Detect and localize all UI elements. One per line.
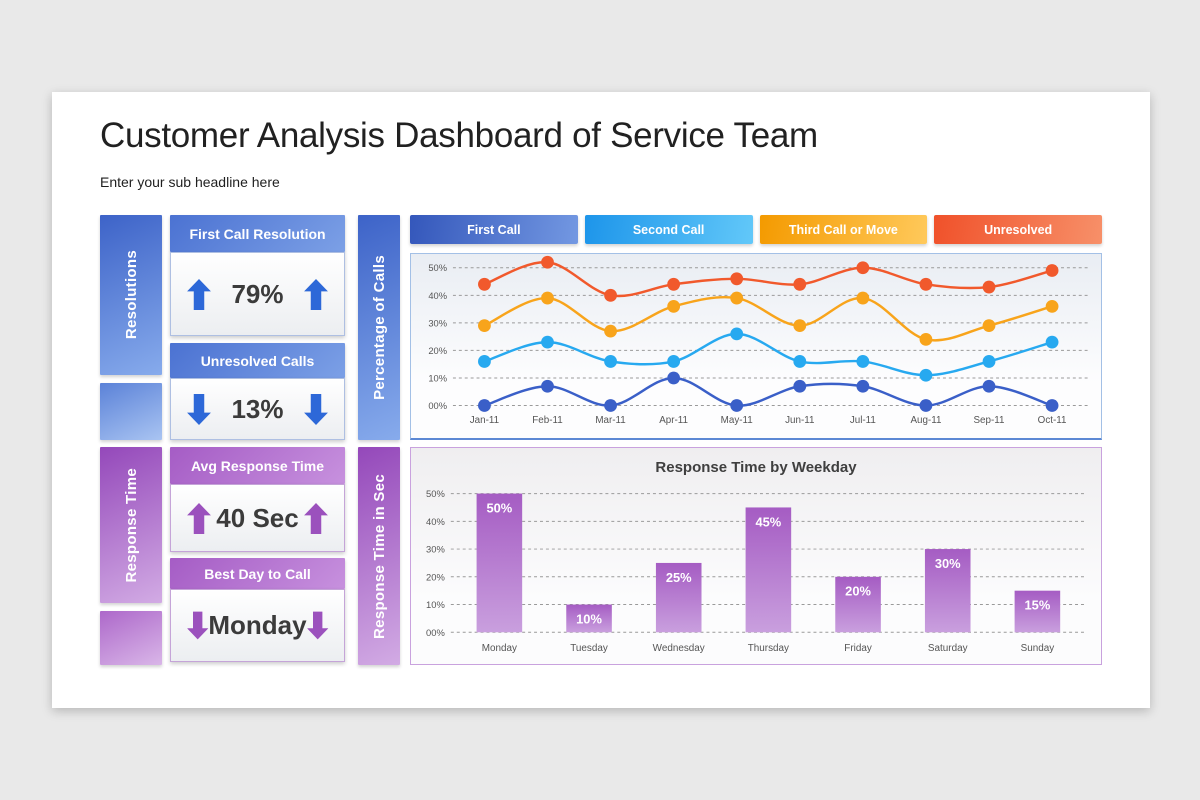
calls-line-chart: 00% 10% 20% 30% 40% 50% Jan-11 Feb-11 Mar-11 Apr-…: [410, 253, 1102, 440]
decorative-square-purple: [100, 611, 162, 665]
svg-text:Monday: Monday: [482, 643, 517, 654]
decorative-square-blue: [100, 383, 162, 440]
kpi-value: 40 Sec: [216, 502, 299, 533]
bar-chart-title: Response Time by Weekday: [655, 459, 857, 476]
legend-button-unresolved[interactable]: Unresolved: [934, 215, 1102, 244]
svg-text:20%: 20%: [426, 571, 445, 582]
bars: 50% 10% 25% 45% 20% 30% 15%: [476, 493, 1061, 633]
svg-text:00%: 00%: [428, 401, 447, 411]
series-first-call: [478, 371, 1059, 412]
page-title: Customer Analysis Dashboard of Service T…: [100, 116, 818, 155]
svg-text:00%: 00%: [426, 627, 445, 638]
svg-text:50%: 50%: [426, 488, 445, 499]
kpi-card-best-day-to-call: Monday: [170, 589, 345, 662]
axis-label-percentage-of-calls: Percentage of Calls: [358, 215, 400, 440]
legend-button-third-call-or-move[interactable]: Third Call or Move: [759, 215, 928, 244]
svg-text:Aug-11: Aug-11: [910, 415, 941, 426]
svg-text:45%: 45%: [755, 514, 781, 529]
trend-arrow-icon: [306, 611, 328, 640]
trend-arrow-icon: [304, 278, 328, 310]
section-label-response-time: Response Time: [100, 447, 162, 603]
series-second-call: [478, 327, 1059, 382]
svg-text:Jul-11: Jul-11: [850, 415, 876, 426]
kpi-header-first-call-resolution: First Call Resolution: [170, 215, 345, 252]
kpi-card-unresolved-calls: 13%: [170, 378, 345, 440]
kpi-header-avg-response-time: Avg Response Time: [170, 447, 345, 484]
svg-text:Thursday: Thursday: [748, 643, 789, 654]
axis-label-response-time-in-sec: Response Time in Sec: [358, 447, 400, 665]
kpi-value: Monday: [208, 610, 307, 640]
svg-text:20%: 20%: [428, 346, 447, 356]
svg-text:30%: 30%: [426, 544, 445, 555]
svg-text:Apr-11: Apr-11: [659, 415, 688, 426]
svg-text:25%: 25%: [666, 570, 692, 585]
svg-text:15%: 15%: [1025, 598, 1051, 613]
svg-text:Sunday: Sunday: [1021, 643, 1055, 654]
svg-text:50%: 50%: [428, 263, 447, 273]
svg-text:Jan-11: Jan-11: [470, 415, 499, 426]
line-chart-legend: First Call Second Call Third Call or Move U…: [410, 215, 1102, 244]
trend-arrow-icon: [187, 393, 211, 425]
svg-text:30%: 30%: [935, 556, 961, 571]
kpi-card-avg-response-time: 40 Sec: [170, 484, 345, 552]
series-unresolved: [478, 255, 1059, 302]
svg-text:40%: 40%: [426, 516, 445, 527]
kpi-header-best-day-to-call: Best Day to Call: [170, 558, 345, 589]
kpi-value: 13%: [231, 393, 284, 424]
svg-text:Oct-11: Oct-11: [1038, 415, 1067, 426]
svg-text:10%: 10%: [576, 611, 602, 626]
trend-arrow-icon: [304, 393, 328, 425]
section-label-resolutions: Resolutions: [100, 215, 162, 375]
legend-button-second-call[interactable]: Second Call: [584, 215, 753, 244]
trend-arrow-icon: [187, 502, 211, 534]
trend-arrow-icon: [187, 278, 211, 310]
svg-text:Sep-11: Sep-11: [974, 415, 1005, 426]
trend-arrow-icon: [304, 502, 328, 534]
page-subtitle: Enter your sub headline here: [100, 174, 280, 190]
svg-text:10%: 10%: [428, 373, 447, 383]
dashboard-slide: Customer Analysis Dashboard of Service T…: [52, 92, 1150, 708]
svg-text:Tuesday: Tuesday: [570, 643, 608, 654]
kpi-value: 79%: [231, 278, 284, 309]
svg-text:20%: 20%: [845, 584, 871, 599]
svg-text:Mar-11: Mar-11: [595, 415, 625, 426]
series-third-call-or-move: [478, 291, 1059, 346]
svg-text:30%: 30%: [428, 318, 447, 328]
svg-text:Feb-11: Feb-11: [532, 415, 562, 426]
kpi-card-first-call-resolution: 79%: [170, 252, 345, 336]
trend-arrow-icon: [187, 611, 209, 640]
svg-text:Saturday: Saturday: [928, 643, 968, 654]
kpi-header-unresolved-calls: Unresolved Calls: [170, 343, 345, 378]
svg-text:40%: 40%: [428, 291, 447, 301]
svg-text:Jun-11: Jun-11: [785, 415, 814, 426]
svg-text:Wednesday: Wednesday: [653, 643, 705, 654]
svg-text:50%: 50%: [486, 500, 512, 515]
response-time-bar-chart: Response Time by Weekday 00% 10% 20% 30% 40%…: [410, 447, 1102, 665]
svg-text:Friday: Friday: [844, 643, 872, 654]
legend-button-first-call[interactable]: First Call: [410, 215, 578, 244]
svg-text:10%: 10%: [426, 599, 445, 610]
svg-text:May-11: May-11: [721, 415, 753, 426]
